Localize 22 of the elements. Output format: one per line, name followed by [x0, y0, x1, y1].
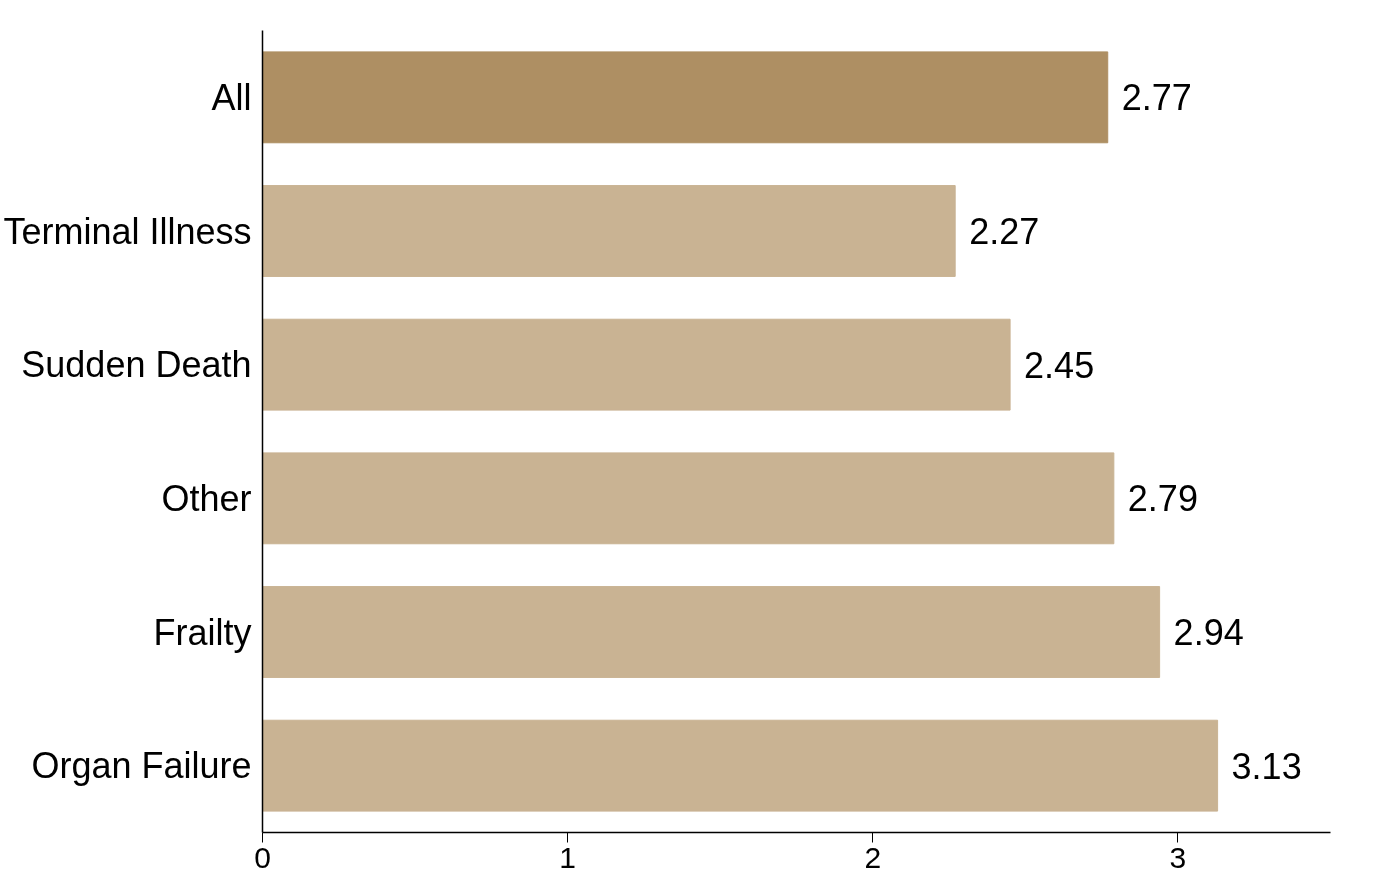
data-label: 2.94 — [1173, 612, 1244, 653]
y-tick-label: Organ Failure — [31, 745, 252, 787]
bar — [262, 719, 1219, 812]
data-label: 3.13 — [1231, 745, 1302, 787]
y-tick-label: Frailty — [153, 611, 252, 653]
x-tick-label: 2 — [864, 840, 882, 874]
bar — [262, 452, 1115, 545]
y-tick-label: Other — [161, 477, 252, 519]
bar — [262, 318, 1011, 411]
data-label: 2.27 — [969, 211, 1040, 252]
bar — [262, 586, 1161, 678]
x-tick-label: 1 — [559, 840, 576, 874]
y-tick-label: Terminal Illness — [3, 210, 252, 252]
data-label: 2.77 — [1121, 77, 1192, 119]
data-label: 2.79 — [1127, 478, 1198, 520]
x-tick-label: 3 — [1169, 840, 1187, 874]
bar — [262, 185, 956, 277]
y-tick-label: Sudden Death — [21, 344, 252, 386]
y-tick-label: All — [211, 76, 252, 118]
bar — [262, 51, 1109, 144]
x-tick-label: 0 — [254, 840, 271, 874]
data-label: 2.45 — [1024, 344, 1095, 386]
